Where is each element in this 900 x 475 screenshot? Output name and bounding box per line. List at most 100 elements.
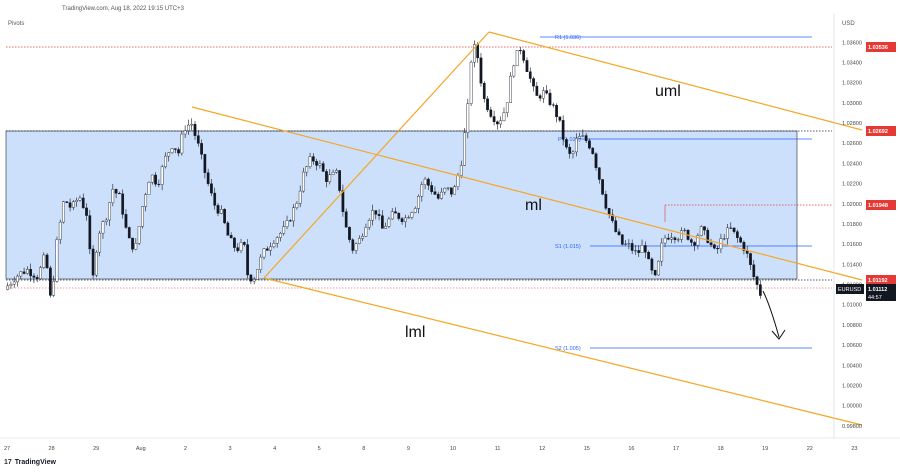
candle-body bbox=[88, 215, 92, 250]
candle-body bbox=[417, 196, 420, 209]
candle-body bbox=[223, 209, 226, 224]
x-tick-label: 2 bbox=[184, 446, 187, 452]
candle-body bbox=[279, 233, 282, 238]
y-tick-label: 1.02000 bbox=[842, 202, 862, 208]
candle-body bbox=[101, 221, 105, 234]
candle-body bbox=[739, 237, 742, 243]
candle-body bbox=[759, 284, 762, 296]
candle-body bbox=[729, 227, 733, 229]
candle-body bbox=[9, 284, 13, 287]
candle-body bbox=[111, 189, 115, 203]
candle-body bbox=[643, 245, 647, 253]
candle-body bbox=[453, 186, 457, 195]
candle-body bbox=[85, 207, 88, 216]
candle-body bbox=[91, 248, 95, 276]
candle-body bbox=[52, 281, 56, 296]
candle-body bbox=[584, 135, 588, 141]
candle-body bbox=[693, 242, 696, 246]
candle-body bbox=[436, 194, 440, 199]
candle-body bbox=[173, 148, 177, 150]
candle-body bbox=[384, 226, 387, 229]
label-lml: lml bbox=[405, 324, 425, 341]
y-tick-label: 1.03600 bbox=[842, 40, 862, 46]
candle-body bbox=[32, 275, 36, 278]
x-tick-label: 19 bbox=[762, 446, 768, 452]
x-tick-label: 11 bbox=[495, 446, 501, 452]
candle-body bbox=[246, 244, 249, 276]
price-tag-text: 1.01948 bbox=[868, 203, 888, 209]
x-tick-label: 22 bbox=[807, 446, 813, 452]
candle-body bbox=[542, 90, 545, 99]
candle-body bbox=[344, 211, 348, 228]
candle-body bbox=[663, 237, 667, 244]
resistance-levels bbox=[6, 46, 832, 289]
candle-body bbox=[735, 231, 739, 238]
candle-body bbox=[479, 57, 483, 84]
y-tick-label: 1.03200 bbox=[842, 81, 862, 87]
candle-body bbox=[121, 193, 125, 215]
symbol-tag bbox=[836, 284, 864, 294]
price-axis: 1.03600 1.03400 1.03200 1.03000 1.02800 1.026… bbox=[833, 14, 862, 438]
candle-body bbox=[81, 197, 85, 209]
candle-body bbox=[703, 226, 706, 231]
candle-body bbox=[328, 174, 332, 182]
x-tick-label: 18 bbox=[718, 446, 724, 452]
candle-body bbox=[749, 253, 752, 265]
candle-body bbox=[653, 270, 657, 276]
candle-body bbox=[647, 252, 650, 260]
price-tags: 1.03536 1.02692 1.01948 1.01192 EURUSD 1.0111… bbox=[836, 42, 896, 301]
candle-body bbox=[637, 250, 641, 253]
candle-body bbox=[190, 123, 194, 126]
candle-body bbox=[62, 201, 65, 223]
x-tick-label: Aug bbox=[136, 446, 146, 452]
candle-body bbox=[249, 274, 253, 282]
candle-body bbox=[505, 102, 509, 113]
x-tick-label: 16 bbox=[628, 446, 634, 452]
candle-body bbox=[282, 226, 286, 234]
candle-body bbox=[75, 200, 79, 202]
candle-body bbox=[397, 212, 401, 219]
candle-body bbox=[183, 130, 187, 135]
candle-body bbox=[308, 156, 312, 167]
candle-body bbox=[275, 237, 279, 244]
candle-body bbox=[292, 207, 295, 222]
candle-body bbox=[722, 238, 726, 240]
candle-body bbox=[288, 220, 292, 222]
candle-body bbox=[404, 217, 407, 222]
candle-body bbox=[450, 187, 453, 195]
candle-body bbox=[338, 170, 341, 191]
candle-body bbox=[486, 98, 489, 111]
price-tag-text: 1.01112 bbox=[868, 287, 887, 293]
candle-body bbox=[519, 50, 522, 52]
candle-body bbox=[673, 237, 677, 240]
countdown-text: 44:57 bbox=[868, 295, 882, 301]
candle-body bbox=[666, 237, 670, 240]
candle-body bbox=[640, 245, 644, 253]
footer: 17 TradingView bbox=[4, 459, 56, 466]
candle-body bbox=[22, 271, 26, 274]
candle-body bbox=[193, 123, 197, 136]
channel-upper-line bbox=[488, 31, 863, 131]
candle-body bbox=[571, 151, 575, 154]
candle-body bbox=[499, 120, 503, 125]
x-tick-label: 10 bbox=[450, 446, 456, 452]
candle-body bbox=[124, 214, 128, 228]
candle-body bbox=[509, 75, 512, 103]
candle-body bbox=[709, 242, 713, 245]
candle-body bbox=[164, 155, 167, 168]
candle-body bbox=[137, 226, 141, 244]
candle-body bbox=[58, 221, 62, 240]
candle-body bbox=[98, 232, 102, 253]
x-tick-label: 12 bbox=[539, 446, 545, 452]
price-tag-text: 1.01192 bbox=[868, 278, 888, 284]
brand-name: TradingView bbox=[14, 459, 56, 466]
y-tick-label: 1.00800 bbox=[842, 323, 862, 329]
projection-arrow bbox=[762, 290, 786, 340]
y-tick-label: 1.00200 bbox=[842, 384, 862, 390]
candle-body bbox=[144, 194, 148, 207]
candle-body bbox=[410, 212, 414, 218]
candle-body bbox=[387, 218, 391, 227]
x-tick-label: 3 bbox=[228, 446, 231, 452]
candle-body bbox=[423, 178, 427, 185]
